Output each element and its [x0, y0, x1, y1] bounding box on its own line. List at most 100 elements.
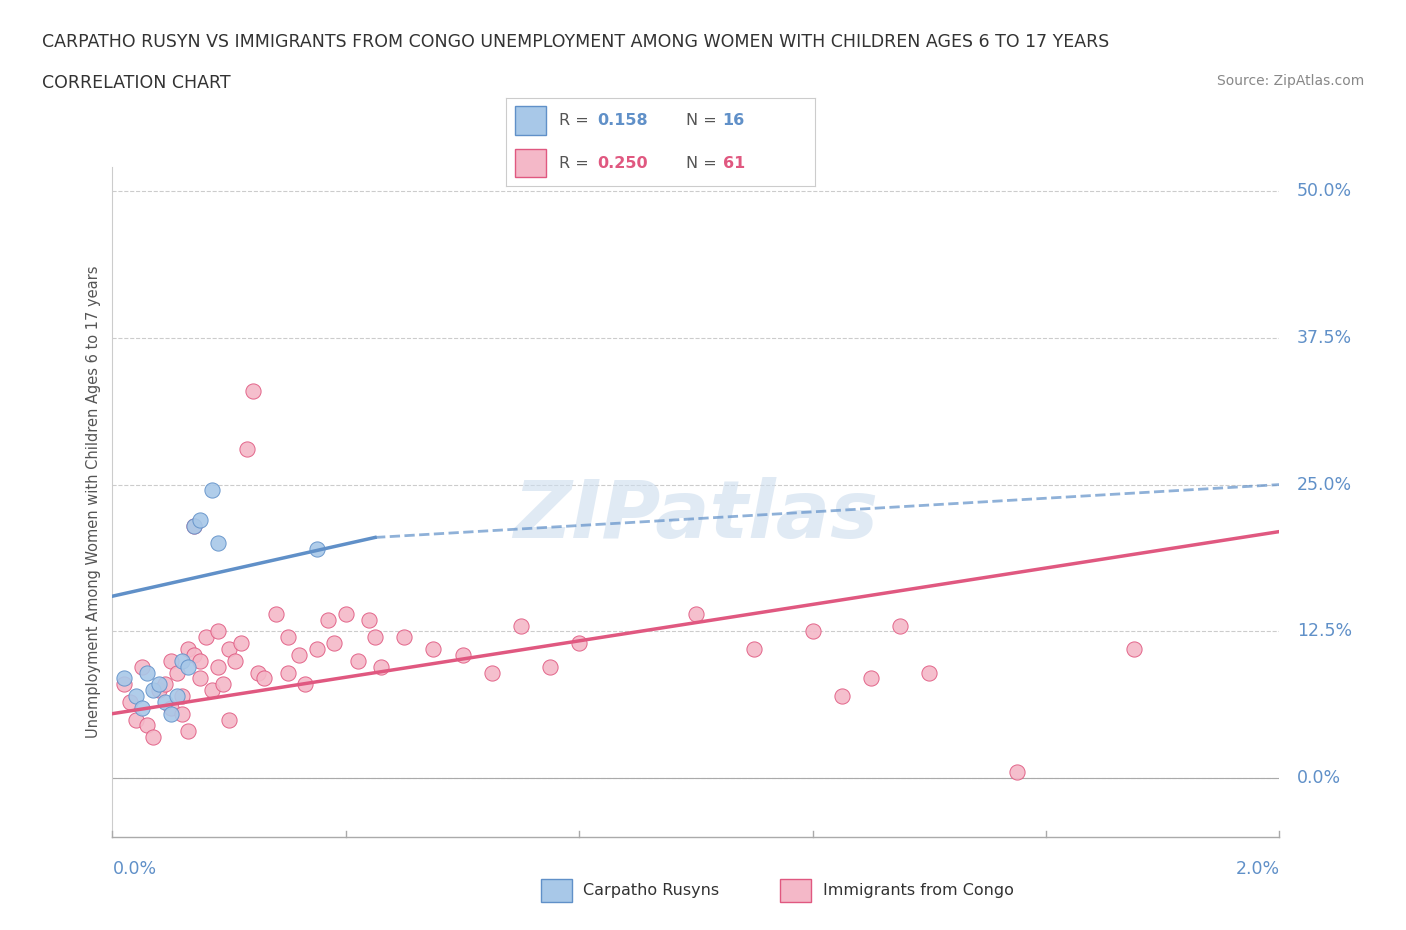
- Point: [153, 695, 176, 710]
- Text: R =: R =: [558, 113, 593, 128]
- Point: [318, 612, 340, 627]
- Point: [918, 665, 941, 680]
- Point: [509, 618, 531, 633]
- Point: [481, 665, 503, 680]
- Point: [136, 718, 159, 733]
- Text: CORRELATION CHART: CORRELATION CHART: [42, 74, 231, 92]
- Text: R =: R =: [558, 155, 593, 170]
- Point: [172, 654, 194, 669]
- Point: [451, 647, 474, 662]
- Point: [253, 671, 276, 685]
- Point: [218, 712, 240, 727]
- Point: [201, 483, 224, 498]
- Point: [166, 665, 188, 680]
- Point: [136, 665, 159, 680]
- Point: [305, 642, 328, 657]
- Point: [276, 630, 298, 644]
- Point: [183, 518, 205, 533]
- Point: [218, 642, 240, 657]
- Point: [742, 642, 765, 657]
- Point: [125, 688, 148, 703]
- Text: 25.0%: 25.0%: [1296, 475, 1353, 494]
- Point: [112, 671, 135, 685]
- FancyBboxPatch shape: [516, 107, 547, 135]
- Point: [142, 730, 165, 745]
- Text: 16: 16: [723, 113, 745, 128]
- Point: [160, 654, 183, 669]
- Point: [889, 618, 911, 633]
- Point: [1005, 765, 1028, 780]
- Point: [177, 724, 200, 738]
- Point: [685, 606, 707, 621]
- Point: [118, 695, 141, 710]
- Text: Source: ZipAtlas.com: Source: ZipAtlas.com: [1216, 74, 1364, 88]
- Point: [305, 542, 328, 557]
- Point: [183, 518, 205, 533]
- Point: [166, 688, 188, 703]
- Text: N =: N =: [686, 113, 721, 128]
- Point: [160, 700, 183, 715]
- Point: [859, 671, 883, 685]
- Text: 2.0%: 2.0%: [1236, 860, 1279, 879]
- Text: N =: N =: [686, 155, 721, 170]
- Text: Carpatho Rusyns: Carpatho Rusyns: [583, 883, 720, 898]
- Point: [370, 659, 392, 674]
- Point: [212, 677, 235, 692]
- Point: [142, 683, 165, 698]
- Point: [364, 630, 387, 644]
- Point: [177, 642, 200, 657]
- Point: [160, 706, 183, 721]
- Point: [148, 677, 170, 692]
- Point: [276, 665, 298, 680]
- Point: [188, 512, 211, 527]
- Point: [188, 654, 211, 669]
- Point: [264, 606, 287, 621]
- Point: [247, 665, 270, 680]
- Point: [224, 654, 246, 669]
- Text: CARPATHO RUSYN VS IMMIGRANTS FROM CONGO UNEMPLOYMENT AMONG WOMEN WITH CHILDREN A: CARPATHO RUSYN VS IMMIGRANTS FROM CONGO …: [42, 33, 1109, 50]
- Point: [188, 671, 211, 685]
- Text: 0.0%: 0.0%: [112, 860, 156, 879]
- Y-axis label: Unemployment Among Women with Children Ages 6 to 17 years: Unemployment Among Women with Children A…: [86, 266, 101, 738]
- Point: [422, 642, 444, 657]
- Text: Immigrants from Congo: Immigrants from Congo: [823, 883, 1014, 898]
- Text: ZIPatlas: ZIPatlas: [513, 476, 879, 554]
- Point: [801, 624, 824, 639]
- Point: [148, 683, 170, 698]
- Point: [131, 700, 153, 715]
- Point: [242, 383, 264, 398]
- Point: [207, 624, 229, 639]
- Point: [229, 636, 252, 651]
- Point: [201, 683, 224, 698]
- Point: [172, 688, 194, 703]
- Point: [177, 659, 200, 674]
- Point: [194, 630, 217, 644]
- Point: [831, 688, 853, 703]
- Point: [335, 606, 357, 621]
- Point: [235, 442, 257, 457]
- Text: 0.0%: 0.0%: [1296, 769, 1341, 788]
- Point: [207, 536, 229, 551]
- Point: [172, 706, 194, 721]
- Text: 61: 61: [723, 155, 745, 170]
- Point: [346, 654, 368, 669]
- Text: 0.250: 0.250: [598, 155, 648, 170]
- Point: [1122, 642, 1144, 657]
- Point: [207, 659, 229, 674]
- Point: [359, 612, 381, 627]
- Point: [392, 630, 416, 644]
- Text: 50.0%: 50.0%: [1296, 182, 1353, 200]
- Point: [131, 659, 153, 674]
- Point: [538, 659, 561, 674]
- Text: 37.5%: 37.5%: [1296, 328, 1353, 347]
- Point: [323, 636, 346, 651]
- Point: [153, 677, 176, 692]
- Point: [288, 647, 311, 662]
- Point: [183, 647, 205, 662]
- Text: 12.5%: 12.5%: [1296, 622, 1353, 641]
- Point: [568, 636, 591, 651]
- Point: [294, 677, 316, 692]
- FancyBboxPatch shape: [516, 149, 547, 177]
- Text: 0.158: 0.158: [598, 113, 648, 128]
- Point: [125, 712, 148, 727]
